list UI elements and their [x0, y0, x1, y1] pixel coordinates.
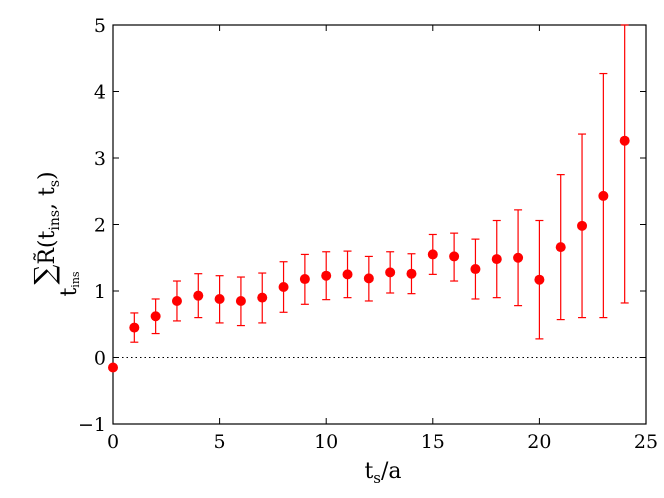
y-tick-label: −1 [78, 414, 106, 436]
data-point [385, 267, 396, 278]
data-point [257, 292, 268, 303]
data-point [513, 252, 524, 263]
data-point [363, 273, 374, 284]
y-tick-label: 3 [94, 148, 106, 170]
data-point [150, 311, 161, 322]
data-point [299, 274, 310, 285]
y-axis-label: ∑R̃(tins, ts) tins [28, 171, 82, 296]
data-point [470, 264, 481, 275]
x-axis-label-main: t [364, 459, 373, 484]
data-point [321, 270, 332, 281]
y-axis-label-close: ) [35, 171, 60, 180]
x-axis-label-tail: /a [381, 459, 402, 484]
y-tick-label: 5 [94, 15, 106, 37]
y-tick-label: 4 [94, 82, 106, 104]
data-point [449, 251, 460, 262]
data-point [171, 295, 182, 306]
plot-area [112, 24, 647, 425]
data-point [214, 293, 225, 304]
y-tick-label: 2 [94, 215, 106, 237]
data-point [619, 135, 630, 146]
y-axis-label-sum: ∑ [28, 265, 61, 285]
y-axis-label-sum-sub2: ins [69, 271, 82, 288]
data-point [598, 190, 609, 201]
data-point [235, 295, 246, 306]
y-axis-label-func: R̃(t [34, 231, 60, 265]
x-axis-label: ts/a [364, 459, 401, 487]
data-points-group [108, 135, 630, 373]
data-point [193, 290, 204, 301]
y-axis-label-arg1-sub: ins [47, 210, 63, 231]
y-axis-label-arg2-sub: s [47, 180, 63, 187]
error-bars-group [130, 24, 629, 343]
x-tick-label: 15 [421, 431, 445, 453]
data-point [534, 274, 545, 285]
data-point [577, 220, 588, 231]
x-axis-label-sub: s [373, 469, 381, 487]
data-point [342, 269, 353, 280]
y-tick-label: 0 [94, 348, 106, 370]
data-point [129, 322, 140, 333]
data-point [406, 268, 417, 279]
data-point [555, 242, 566, 253]
data-point [427, 249, 438, 260]
data-point [278, 282, 289, 293]
x-tick-label: 0 [107, 431, 119, 453]
x-tick-label: 10 [314, 431, 338, 453]
y-axis-label-sum-sub: t [57, 288, 82, 297]
data-point [108, 362, 118, 373]
y-axis-label-sep: , t [35, 187, 60, 210]
x-axis-ticks: 0 5 10 15 20 25 [107, 25, 658, 453]
svg-text:∑R̃(tins, ts): ∑R̃(tins, ts) [28, 171, 63, 284]
svg-text:tins: tins [57, 271, 82, 296]
data-point [491, 254, 502, 265]
plot-frame [112, 24, 647, 425]
x-tick-label: 25 [634, 431, 658, 453]
x-tick-label: 20 [527, 431, 551, 453]
y-axis-ticks: −1 0 1 2 3 4 5 [78, 15, 646, 436]
y-tick-label: 1 [94, 281, 106, 303]
x-tick-label: 5 [214, 431, 226, 453]
